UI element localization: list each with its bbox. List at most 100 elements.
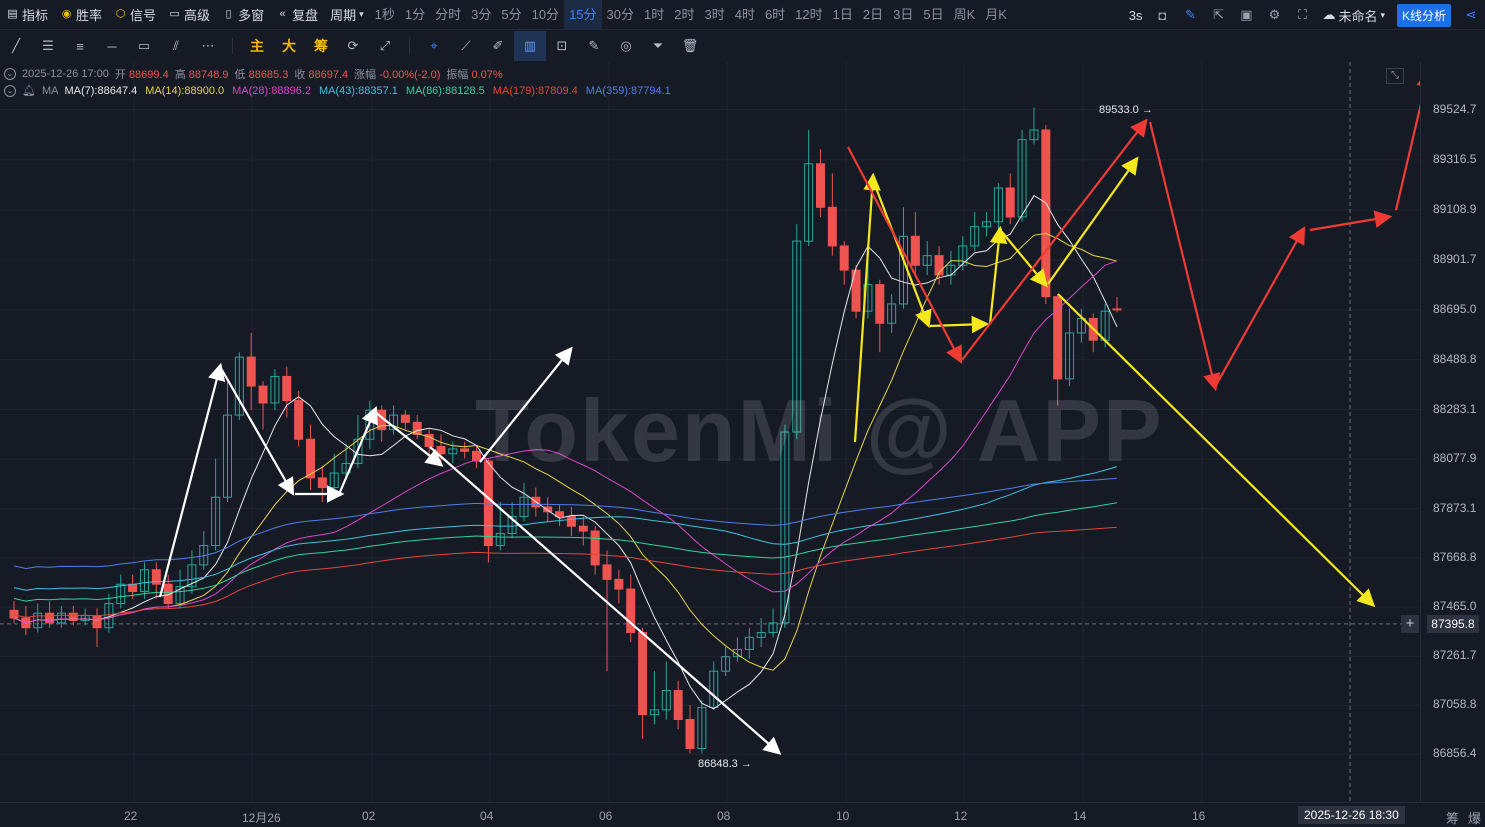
candle-body	[1017, 139, 1027, 218]
period-tab[interactable]: 6时	[764, 6, 786, 22]
trash-icon[interactable]: 🗑	[681, 38, 699, 53]
time-axis[interactable]: 2025-12-26 18:30 筹 爆 22 12月26 02 04 06 08 10 12…	[0, 802, 1485, 827]
pen-icon[interactable]: ✎	[1184, 7, 1196, 22]
period-tab[interactable]: 周K	[953, 6, 976, 22]
fib-tool-icon[interactable]: ⫽	[173, 38, 179, 53]
candle-body	[578, 525, 588, 532]
candle-body	[1065, 332, 1075, 380]
refresh-interval[interactable]: 3s	[1128, 7, 1143, 23]
expand-icon[interactable]: ⤡	[1386, 68, 1404, 84]
price-tick: 89524.7	[1433, 101, 1477, 116]
kline-chart[interactable]	[0, 62, 1420, 802]
multiwindow-button[interactable]: ▯ 多窗	[216, 0, 270, 30]
advanced-button[interactable]: ▭ 高级	[169, 8, 211, 23]
candle-body	[412, 421, 422, 435]
close-label: 收	[294, 69, 306, 81]
template-icon[interactable]: ▣	[1240, 7, 1253, 22]
more-tools-icon[interactable]: ⋯	[201, 38, 215, 53]
candle-body	[483, 460, 493, 547]
fullscreen-icon[interactable]: ⛶	[1297, 7, 1307, 22]
export-icon[interactable]: ⇱	[1212, 7, 1224, 22]
winrate-icon: ◉	[61, 8, 72, 20]
period-tab[interactable]: 2时	[674, 6, 695, 22]
eye-icon[interactable]: ◎	[620, 38, 632, 53]
period-tab[interactable]: 1时	[644, 6, 665, 22]
note-icon[interactable]: ✎	[588, 38, 600, 53]
drawn-arrow	[158, 362, 226, 598]
period-tab[interactable]: 月K	[985, 6, 1007, 22]
winrate-button[interactable]: ◉ 胜率	[61, 8, 103, 23]
candle-body	[685, 719, 695, 750]
time-tick: 14	[1073, 809, 1087, 823]
price-axis[interactable]: 89524.7 89316.5 89108.9 88901.7 88695.0 88488…	[1420, 62, 1485, 802]
chevron-down-icon: ▾	[1380, 9, 1385, 20]
drawn-arrow	[988, 225, 1008, 325]
period-tab[interactable]: 分时	[435, 6, 462, 22]
candle-body	[649, 709, 659, 716]
camera-icon[interactable]: ◘	[1158, 7, 1167, 23]
share-icon[interactable]: ⋖	[1465, 7, 1477, 22]
magnet-icon[interactable]: ⌖	[430, 38, 438, 53]
parallel-lines-tool-icon[interactable]: ☰	[42, 38, 54, 53]
rectangle-tool-icon[interactable]: ▭	[137, 38, 151, 53]
lock-icon[interactable]: ⊡	[556, 38, 568, 53]
candle-type-icon[interactable]: ▥	[514, 31, 546, 61]
filter-icon[interactable]: ⏷	[652, 38, 664, 53]
period-tab[interactable]: 3日	[893, 6, 914, 22]
chips-toggle[interactable]: 筹	[1446, 811, 1460, 826]
period-tab[interactable]: 12时	[795, 6, 823, 22]
ruler-icon[interactable]: ⟋	[461, 38, 471, 53]
measure-icon[interactable]: ⤢	[379, 38, 391, 53]
chips-button[interactable]: 筹	[314, 38, 328, 54]
period-tab[interactable]: 30分	[606, 6, 634, 22]
trendline-tool-icon[interactable]: ╱	[12, 38, 20, 53]
indicator-button[interactable]: ▤ 指标	[7, 8, 49, 23]
period-tab[interactable]: 15分	[564, 0, 602, 30]
price-tick: 87668.8	[1433, 549, 1477, 564]
collapse-icon[interactable]: ⌄	[4, 68, 16, 80]
period-tab[interactable]: 2日	[862, 6, 884, 22]
period-tab[interactable]: 1秒	[374, 6, 395, 22]
period-tab[interactable]: 3时	[704, 6, 725, 22]
drawn-arrow	[1001, 231, 1048, 288]
candle-body	[222, 414, 232, 498]
horizontal-lines-tool-icon[interactable]: ≡	[76, 38, 84, 54]
drawn-arrow	[929, 315, 990, 334]
big-order-button[interactable]: 大	[282, 38, 296, 54]
add-alert-icon[interactable]: +	[1401, 614, 1419, 633]
candle-body	[270, 375, 280, 404]
layout-name-menu[interactable]: ☁ 未命名 ▾	[1322, 7, 1385, 24]
price-tick: 88488.8	[1433, 351, 1477, 366]
brush-icon[interactable]: ✐	[492, 38, 504, 53]
candle-body	[602, 564, 612, 580]
period-menu[interactable]: 周期 ▾	[330, 8, 364, 23]
main-force-button[interactable]: 主	[250, 38, 264, 54]
collapse-icon[interactable]: ⌄	[4, 84, 16, 97]
amplitude-value: 0.07%	[471, 69, 503, 81]
drawn-arrow	[961, 118, 1148, 361]
period-tab[interactable]: 1日	[832, 6, 853, 22]
drawn-arrow	[1148, 121, 1221, 392]
period-tab[interactable]: 5日	[923, 6, 944, 22]
candle-body	[1029, 129, 1039, 141]
liquidation-toggle[interactable]: 爆	[1468, 811, 1482, 826]
cloud-icon: ☁	[1322, 7, 1336, 22]
signal-button[interactable]: ⬡ 信号	[115, 8, 157, 23]
horizontal-ray-tool-icon[interactable]: ─	[107, 38, 117, 54]
period-tab[interactable]: 1分	[404, 6, 426, 22]
period-tab[interactable]: 4时	[734, 6, 755, 22]
sync-icon[interactable]: ⟳	[347, 38, 359, 53]
replay-button[interactable]: «复盘	[270, 0, 324, 30]
bell-icon[interactable]: 🔔︎	[22, 85, 36, 97]
candle-body	[982, 221, 992, 228]
period-tab[interactable]: 10分	[531, 6, 560, 22]
candle-body	[199, 545, 209, 566]
candle-body	[839, 245, 849, 271]
settings-icon[interactable]: ⚙	[1268, 7, 1281, 22]
period-tab[interactable]: 3分	[471, 6, 492, 22]
candle-body	[448, 448, 458, 455]
candle-body	[827, 206, 837, 247]
candle-body	[472, 450, 482, 462]
kline-analysis-button[interactable]: K线分析	[1396, 3, 1451, 27]
period-tab[interactable]: 5分	[501, 6, 522, 22]
